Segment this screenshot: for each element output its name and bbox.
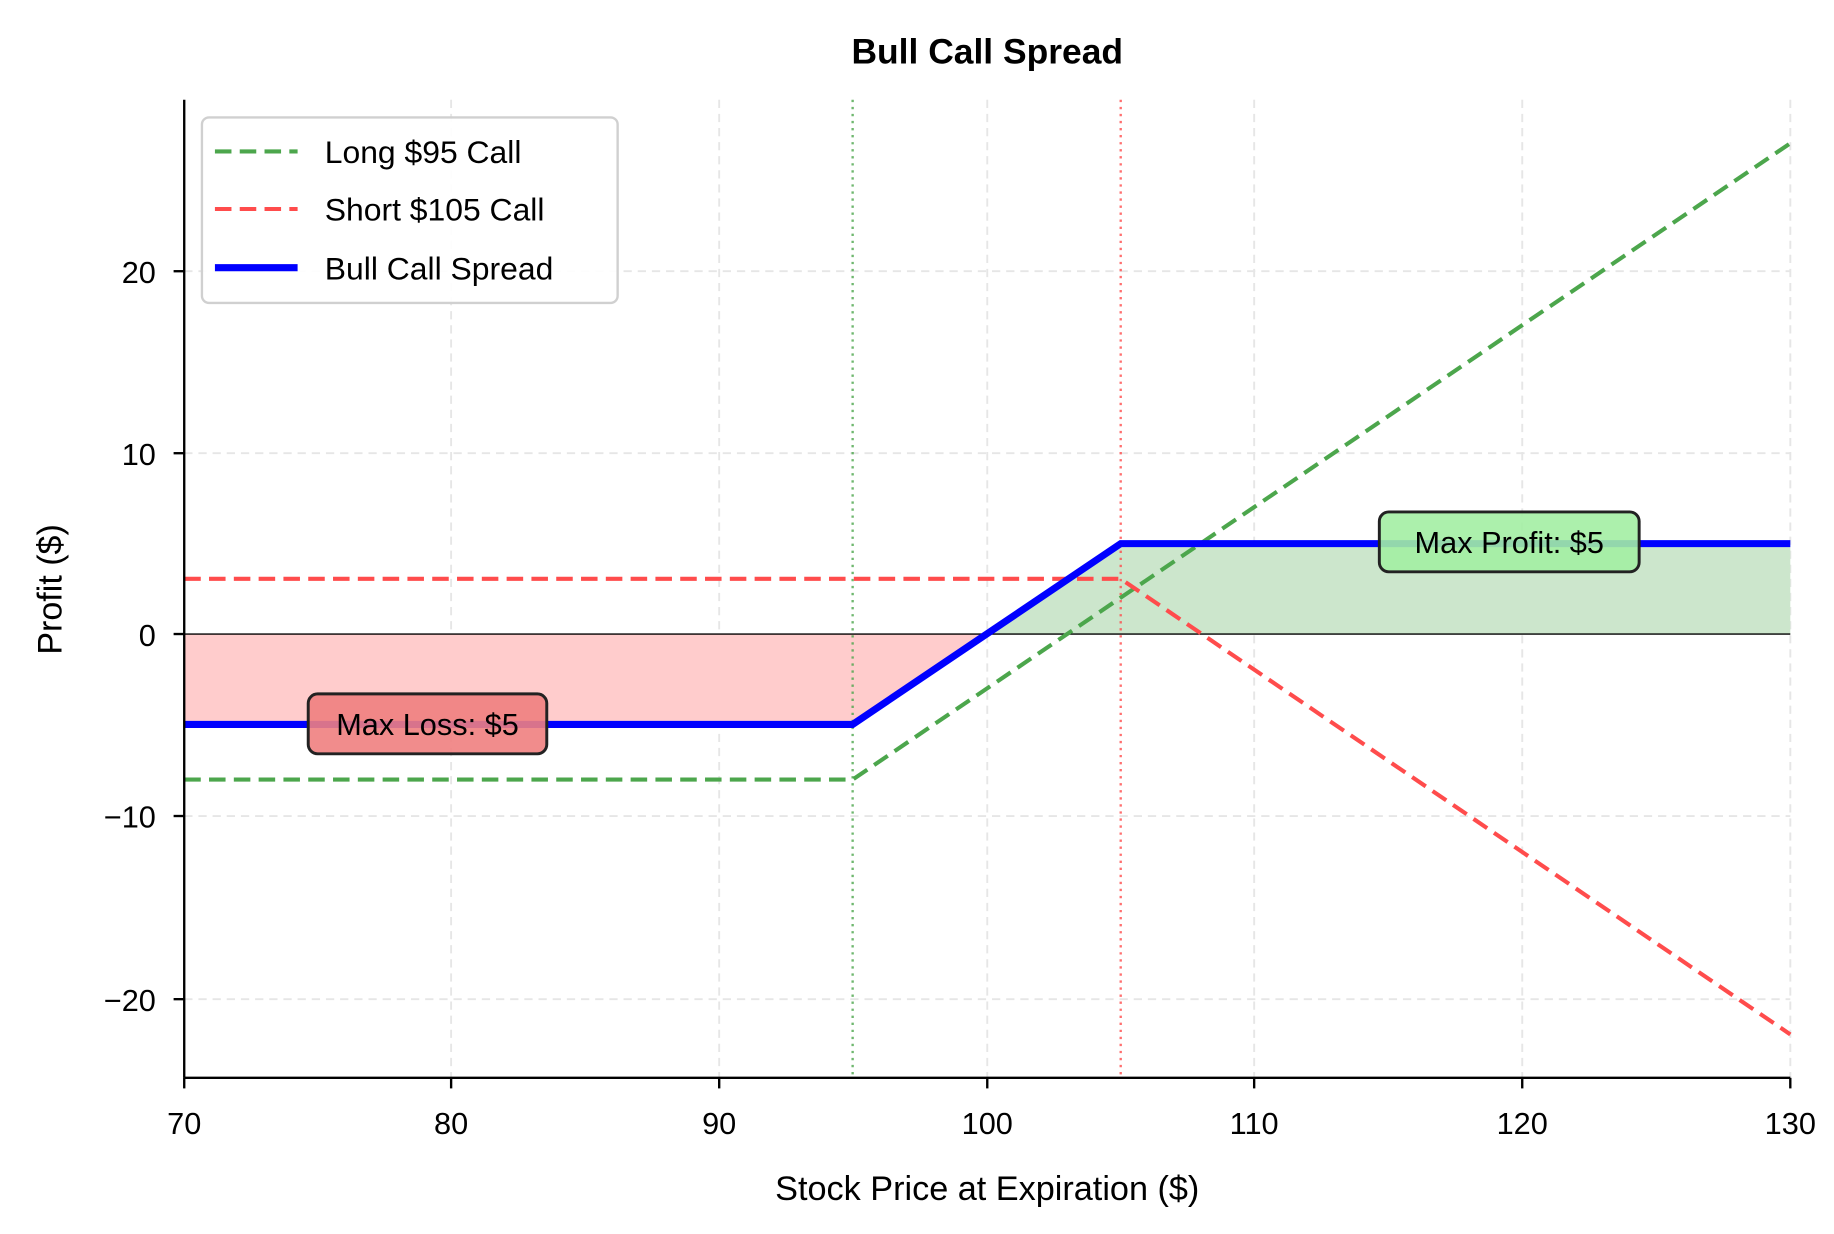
x-tick-label: 90 [702, 1107, 736, 1141]
legend-label-long-call: Long $95 Call [325, 134, 522, 170]
max-profit-label: Max Profit: $5 [1415, 526, 1604, 560]
x-tick-label: 80 [434, 1107, 468, 1141]
max-loss-annotation: Max Loss: $5 [306, 692, 549, 756]
y-tick-label: 10 [122, 438, 156, 472]
chart-title: Bull Call Spread [851, 32, 1123, 71]
x-tick-label: 120 [1497, 1107, 1548, 1141]
y-ticks [173, 270, 185, 1001]
x-ticks [183, 1077, 1792, 1089]
max-profit-annotation: Max Profit: $5 [1377, 510, 1641, 574]
y-tick-label: −10 [104, 801, 156, 835]
y-axis-label: Profit ($) [31, 524, 69, 654]
x-axis-label: Stock Price at Expiration ($) [775, 1170, 1199, 1208]
y-tick-labels: 20 10 0 −10 −20 [104, 256, 156, 1018]
x-tick-label: 110 [1230, 1107, 1279, 1141]
legend-label-short-call: Short $105 Call [325, 192, 545, 228]
legend: Long $95 Call Short $105 Call Bull Call … [200, 116, 619, 305]
series-long-call [184, 141, 1792, 782]
x-tick-label: 70 [167, 1107, 201, 1141]
x-tick-label: 130 [1765, 1107, 1816, 1141]
x-tick-labels: 70 80 90 100 110 120 130 [167, 1107, 1816, 1141]
max-loss-label: Max Loss: $5 [336, 708, 519, 742]
series-short-call [184, 576, 1792, 1037]
legend-label-bull-call-spread: Bull Call Spread [325, 251, 554, 287]
y-tick-label: −20 [104, 984, 156, 1018]
x-tick-label: 100 [962, 1107, 1013, 1141]
y-tick-label: 20 [122, 256, 156, 290]
y-tick-label: 0 [139, 619, 156, 653]
